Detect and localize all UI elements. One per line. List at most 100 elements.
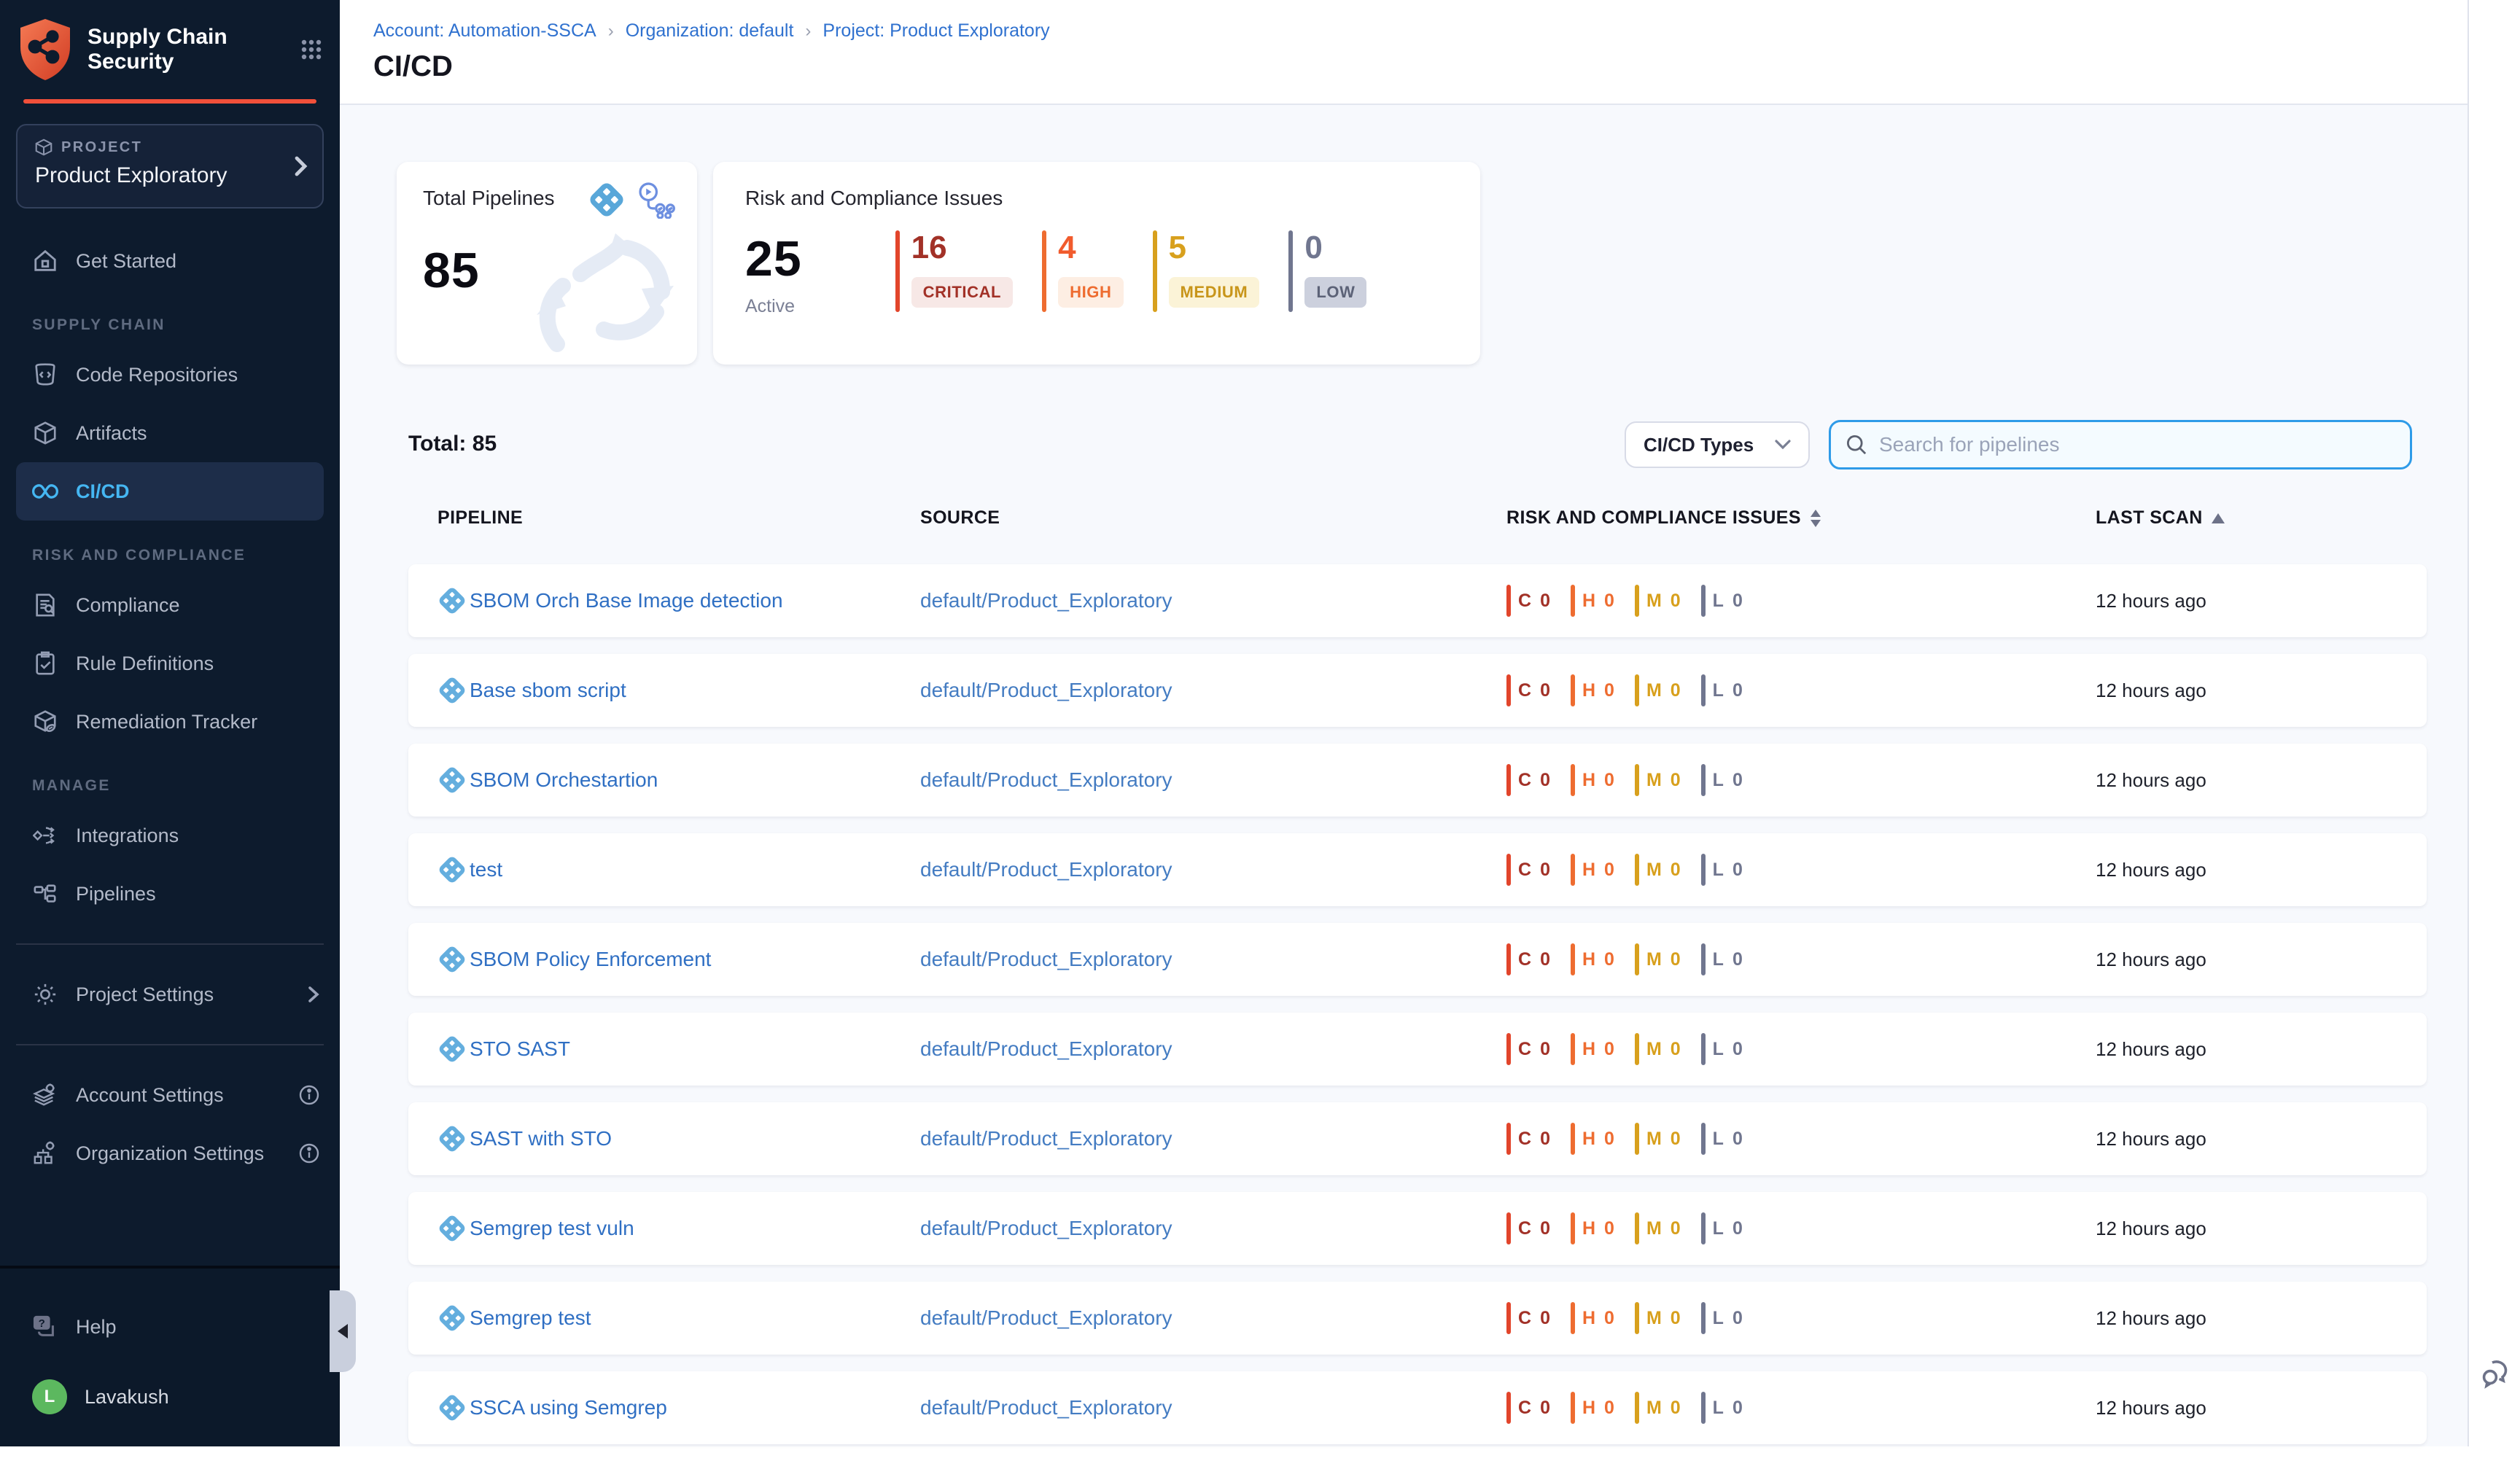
- pipeline-name[interactable]: Semgrep test: [470, 1306, 591, 1329]
- table-row[interactable]: SBOM Policy Enforcement default/Product_…: [408, 923, 2427, 996]
- severity-count: 4: [1058, 230, 1076, 265]
- svg-text:?: ?: [39, 1317, 45, 1330]
- collapse-arrow-icon: [338, 1324, 348, 1339]
- pipeline-name[interactable]: Base sbom script: [470, 679, 626, 701]
- page-header: Account: Automation-SSCA › Organization:…: [340, 0, 2468, 105]
- table-row[interactable]: SAST with STO default/Product_Explorator…: [408, 1102, 2427, 1175]
- last-scan-value: 12 hours ago: [2096, 1306, 2206, 1329]
- pipeline-name[interactable]: SAST with STO: [470, 1127, 612, 1150]
- harness-pipeline-icon: [438, 654, 467, 727]
- project-selector[interactable]: PROJECT Product Exploratory: [16, 124, 324, 209]
- sidebar-item-account-settings[interactable]: Account Settings: [0, 1066, 340, 1124]
- severity-badge: CRITICAL: [911, 277, 1014, 308]
- pipeline-source[interactable]: default/Product_Exploratory: [920, 768, 1172, 791]
- pipeline-name[interactable]: SBOM Orchestartion: [470, 768, 658, 791]
- sidebar-item-help[interactable]: ? Help: [0, 1298, 340, 1356]
- chat-assistant-icon[interactable]: [2478, 1356, 2513, 1391]
- sidebar-item-organization-settings[interactable]: Organization Settings: [0, 1124, 340, 1183]
- document-search-icon: [32, 593, 58, 617]
- cicd-types-dropdown[interactable]: CI/CD Types: [1625, 421, 1810, 468]
- sidebar-item-rule-definitions[interactable]: Rule Definitions: [0, 634, 340, 693]
- pipeline-source[interactable]: default/Product_Exploratory: [920, 1217, 1172, 1239]
- pipeline-source[interactable]: default/Product_Exploratory: [920, 1306, 1172, 1329]
- sidebar-collapse-handle[interactable]: [330, 1290, 356, 1372]
- harness-pipeline-icon: [438, 564, 467, 637]
- sidebar-item-project-settings[interactable]: Project Settings: [0, 965, 340, 1024]
- harness-pipeline-icon: [438, 1192, 467, 1265]
- pipeline-source[interactable]: default/Product_Exploratory: [920, 1127, 1172, 1150]
- module-grid-icon[interactable]: [300, 39, 322, 61]
- pipeline-name[interactable]: test: [470, 858, 503, 881]
- breadcrumb-account[interactable]: Account: Automation-SSCA: [373, 20, 596, 41]
- column-header-last-scan[interactable]: LAST SCAN: [2096, 507, 2225, 529]
- infinity-icon: [32, 483, 58, 500]
- info-icon[interactable]: [299, 1085, 319, 1105]
- pipeline-name[interactable]: SBOM Policy Enforcement: [470, 948, 712, 970]
- active-issues: 25 Active: [745, 230, 802, 317]
- sidebar-item-cicd[interactable]: CI/CD: [16, 462, 324, 521]
- harness-pipeline-icon: [438, 923, 467, 996]
- user-menu[interactable]: L Lavakush: [0, 1368, 340, 1426]
- harness-pipeline-icon: [438, 1102, 467, 1175]
- active-issues-value: 25: [745, 231, 802, 287]
- table-row[interactable]: Base sbom script default/Product_Explora…: [408, 654, 2427, 727]
- sidebar-item-code-repositories[interactable]: Code Repositories: [0, 346, 340, 404]
- table-row[interactable]: SBOM Orch Base Image detection default/P…: [408, 564, 2427, 637]
- table-row[interactable]: Semgrep test default/Product_Exploratory…: [408, 1282, 2427, 1355]
- pipeline-source[interactable]: default/Product_Exploratory: [920, 858, 1172, 881]
- column-header-pipeline[interactable]: PIPELINE: [438, 507, 524, 528]
- last-scan-value: 12 hours ago: [2096, 948, 2206, 970]
- sidebar-item-compliance[interactable]: Compliance: [0, 576, 340, 634]
- pipeline-watermark-icon: [513, 216, 688, 362]
- pipeline-source[interactable]: default/Product_Exploratory: [920, 948, 1172, 970]
- table-row[interactable]: SBOM Orchestartion default/Product_Explo…: [408, 744, 2427, 817]
- chevron-down-icon: [1775, 440, 1791, 450]
- last-scan-value: 12 hours ago: [2096, 1217, 2206, 1239]
- home-icon: [32, 249, 58, 273]
- pipeline-name[interactable]: Semgrep test vuln: [470, 1217, 634, 1239]
- harness-pipeline-icon: [438, 833, 467, 906]
- sidebar-item-remediation-tracker[interactable]: Remediation Tracker: [0, 693, 340, 751]
- sidebar-item-integrations[interactable]: Integrations: [0, 806, 340, 865]
- sort-both-icon: [1810, 509, 1821, 527]
- pipeline-source[interactable]: default/Product_Exploratory: [920, 679, 1172, 701]
- column-header-risk[interactable]: RISK AND COMPLIANCE ISSUES: [1506, 507, 1821, 529]
- pipeline-source[interactable]: default/Product_Exploratory: [920, 1037, 1172, 1060]
- table-row[interactable]: SSCA using Semgrep default/Product_Explo…: [408, 1371, 2427, 1444]
- breadcrumb-organization[interactable]: Organization: default: [625, 20, 794, 41]
- severity-badge: HIGH: [1058, 277, 1124, 308]
- harness-pipeline-icon: [438, 1282, 467, 1355]
- pipeline-source[interactable]: default/Product_Exploratory: [920, 1396, 1172, 1419]
- sidebar-item-pipelines[interactable]: Pipelines: [0, 865, 340, 923]
- info-icon[interactable]: [299, 1143, 319, 1164]
- sidebar-item-get-started[interactable]: Get Started: [0, 232, 340, 290]
- search-input[interactable]: [1879, 433, 2395, 456]
- project-label: PROJECT: [61, 139, 143, 155]
- supply-chain-security-logo: [16, 17, 74, 82]
- pipeline-name[interactable]: SBOM Orch Base Image detection: [470, 589, 783, 612]
- section-label-risk-compliance: RISK AND COMPLIANCE: [32, 547, 246, 564]
- column-header-source[interactable]: SOURCE: [920, 507, 1000, 528]
- integrations-icon: [32, 823, 58, 848]
- pipeline-name[interactable]: STO SAST: [470, 1037, 570, 1060]
- table-row[interactable]: Semgrep test vuln default/Product_Explor…: [408, 1192, 2427, 1265]
- breadcrumb-project[interactable]: Project: Product Exploratory: [822, 20, 1050, 41]
- pipeline-source[interactable]: default/Product_Exploratory: [920, 589, 1172, 612]
- pipeline-name[interactable]: SSCA using Semgrep: [470, 1396, 667, 1419]
- sidebar-item-artifacts[interactable]: Artifacts: [0, 404, 340, 462]
